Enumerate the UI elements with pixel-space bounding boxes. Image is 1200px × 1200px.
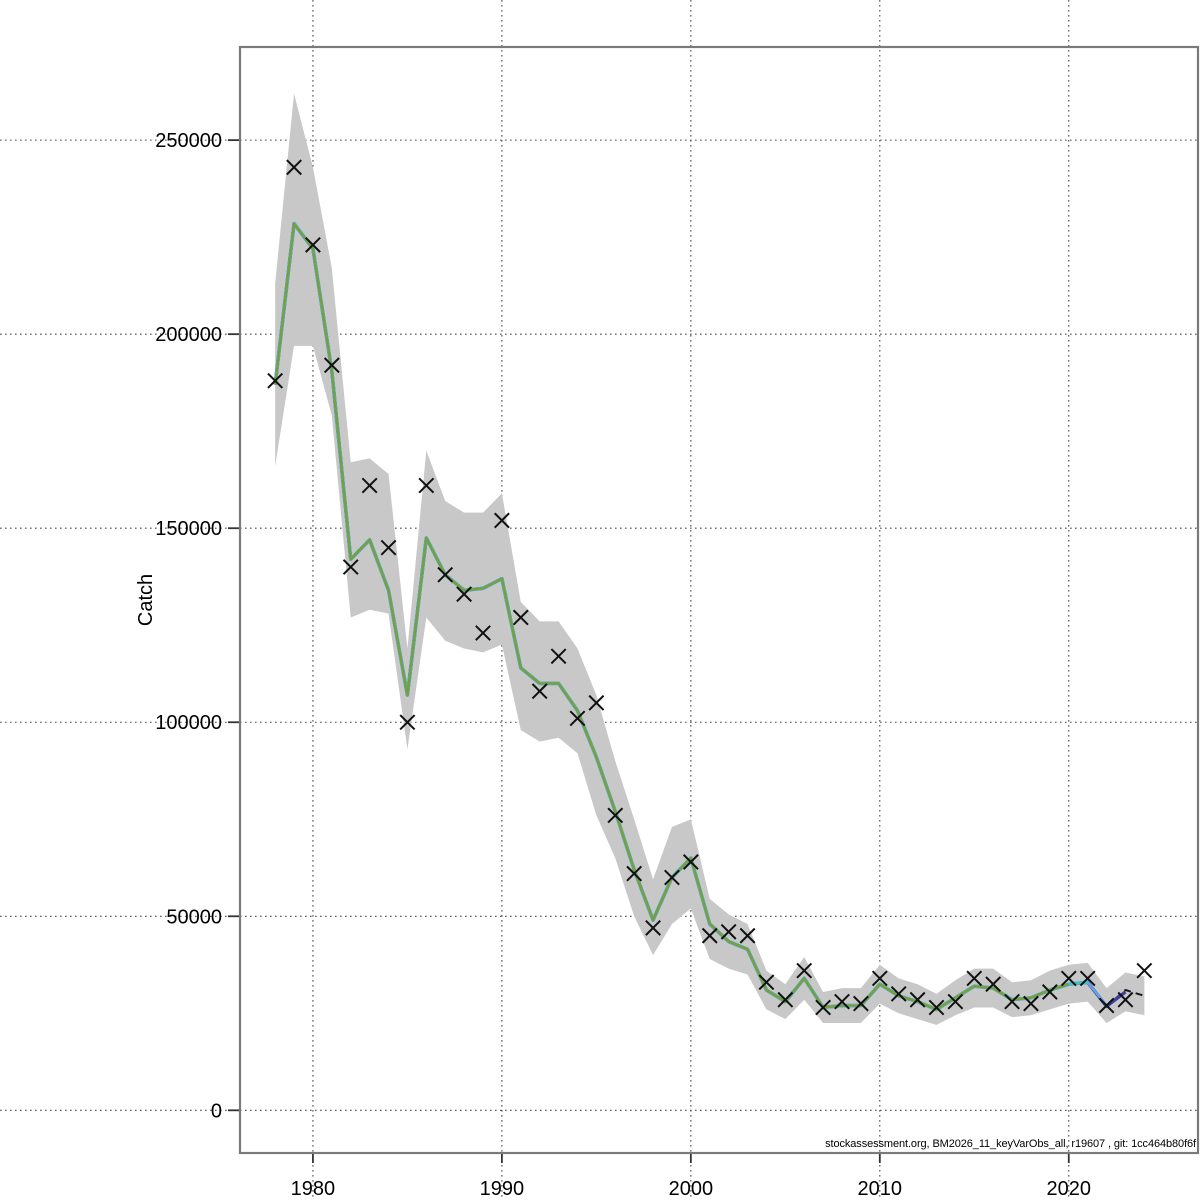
obs-marker-2008 [834,993,850,1010]
obs-marker-2011 [890,985,907,1002]
obs-marker-1998 [645,920,661,936]
plot-box-border [238,45,1200,1155]
obs-marker-1986 [418,477,435,494]
obs-marker-2021 [1079,970,1096,987]
obs-marker-2023 [1117,991,1134,1008]
y-tick-label-150000: 150000 [155,518,222,540]
obs-marker-2022 [1098,997,1115,1014]
obs-marker-1984 [380,539,397,556]
plot-credit: stockassessment.org, BM2026_11_keyVarObs… [825,1138,1197,1150]
obs-marker-1980 [305,237,321,253]
obs-marker-2010 [871,970,888,987]
y-tick-label-50000: 50000 [166,906,222,928]
y-tick-label-250000: 250000 [155,130,222,152]
obs-marker-2005 [777,991,794,1008]
obs-marker-1994 [569,710,586,727]
x-tick-label-1990: 1990 [480,1178,525,1200]
obs-marker-1985 [399,714,416,731]
y-tick-label-100000: 100000 [155,712,222,734]
band-layer [275,93,1145,1025]
obs-marker-1988 [456,586,473,603]
obs-marker-2020 [1060,970,1077,987]
obs-marker-1982 [342,559,359,575]
obs-marker-1983 [361,477,378,494]
obs-marker-2003 [739,927,756,944]
obs-marker-1992 [531,683,548,700]
obs-marker-2018 [1023,995,1039,1012]
obs-marker-1979 [286,159,302,176]
obs-marker-2016 [985,976,1002,993]
line-layer [273,221,1145,1012]
x-tick-label-2000: 2000 [669,1178,714,1200]
obs-marker-1981 [323,357,340,374]
obs-marker-1995 [588,694,605,711]
obs-marker-2019 [1041,984,1058,1000]
x-tick-label-1980: 1980 [291,1178,336,1200]
obs-marker-1999 [664,869,680,886]
obs-marker-1991 [512,609,529,626]
obs-marker-2012 [909,991,926,1008]
obs-marker-2024 [1136,962,1153,979]
y-axis-title: Catch [135,574,157,626]
obs-marker-2002 [720,923,737,940]
obs-marker-2006 [796,962,813,979]
obs-marker-1990 [493,512,510,529]
obs-marker-1993 [550,648,567,665]
obs-marker-2015 [966,970,983,987]
obs-marker-1997 [626,865,643,882]
y-tick-label-0: 0 [211,1100,222,1122]
obs-marker-2007 [815,999,832,1016]
confidence-band [275,93,1145,1025]
y-tick-label-200000: 200000 [155,324,222,346]
obs-marker-1987 [437,566,454,583]
obs-marker-1996 [607,807,624,824]
obs-marker-2004 [758,974,775,991]
x-tick-label-2010: 2010 [858,1178,903,1200]
obs-marker-2013 [928,999,945,1016]
obs-marker-2014 [947,993,964,1010]
obs-marker-1978 [267,372,284,389]
obs-marker-2009 [852,995,869,1012]
axis-layer: 0 50000 100000 150000 200000 250000 1980 1990 20… [155,45,1200,1200]
obs-marker-2000 [682,854,699,870]
obs-marker-2001 [701,927,718,944]
obs-marker-2017 [1004,993,1020,1010]
x-tick-label-2020: 2020 [1047,1178,1092,1200]
marker-layer [267,159,1153,1016]
obs-marker-1989 [475,625,491,641]
